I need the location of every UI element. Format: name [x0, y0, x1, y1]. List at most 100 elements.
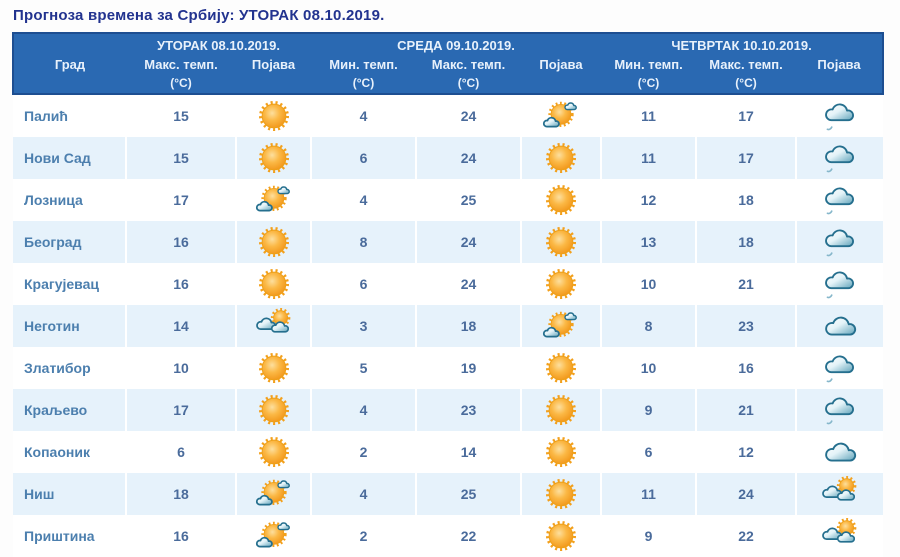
city-cell: Краљево	[13, 389, 126, 431]
tue-max-temp-cell: 16	[125, 515, 236, 557]
sunny-icon	[255, 265, 293, 303]
thu-max-temp-cell: 18	[695, 179, 797, 221]
wed-min-temp-cell: 4	[310, 179, 416, 221]
wed-max-temp-cell: 22	[415, 515, 521, 557]
cloudy-drizzle-icon	[821, 139, 859, 177]
wed-min-temp-cell: 2	[310, 515, 416, 557]
thu-condition-cell	[795, 221, 884, 263]
sunny-icon	[255, 433, 293, 471]
tue-max-temp-cell: 17	[125, 179, 236, 221]
tue-condition-cell	[235, 221, 311, 263]
tue-max-temp-cell: 15	[125, 137, 236, 179]
city-cell: Приштина	[13, 515, 126, 557]
sunny-icon	[542, 517, 580, 555]
cloudy-drizzle-icon	[821, 349, 859, 387]
wed-min-temp-cell: 2	[310, 431, 416, 473]
wed-max-temp-cell: 24	[415, 263, 521, 305]
sunny-icon	[542, 391, 580, 429]
wed-condition-cell	[519, 94, 602, 137]
wed-condition-cell	[519, 179, 602, 221]
wed-condition-cell	[519, 221, 602, 263]
thu-condition-cell	[795, 347, 884, 389]
wed-max-temp-cell: 24	[415, 94, 521, 137]
wed-min-temp-cell: 6	[310, 263, 416, 305]
thu-min-temp-cell: 9	[600, 389, 697, 431]
table-row: Златибор 10 5 19 10 16	[13, 347, 884, 389]
page-title: Прогноза времена за Србију: УТОРАК 08.10…	[13, 7, 385, 24]
wed-condition-cell	[519, 347, 602, 389]
table-row: Неготин 14 3 18 8 23	[13, 305, 884, 347]
city-cell: Копаоник	[13, 431, 126, 473]
sunny-icon	[542, 181, 580, 219]
header-min-temp-wed: Мин. темп.	[311, 55, 416, 74]
sunny-icon	[542, 139, 580, 177]
mostly-cloudy-icon	[821, 517, 859, 555]
sunny-icon	[542, 433, 580, 471]
wed-min-temp-cell: 5	[310, 347, 416, 389]
thu-min-temp-cell: 8	[600, 305, 697, 347]
table-row: Краљево 17 4 23 9 21	[13, 389, 884, 431]
thu-max-temp-cell: 17	[695, 137, 797, 179]
sunny-icon	[542, 349, 580, 387]
thu-max-temp-cell: 21	[695, 263, 797, 305]
table-row: Палић 15 4 24 11 17	[13, 94, 884, 137]
tue-max-temp-cell: 14	[125, 305, 236, 347]
wed-condition-cell	[519, 263, 602, 305]
sunny-icon	[542, 475, 580, 513]
header-city: Град	[12, 32, 126, 95]
thu-min-temp-cell: 11	[600, 94, 697, 137]
tue-condition-cell	[235, 473, 311, 515]
wed-condition-cell	[519, 515, 602, 557]
tue-condition-cell	[235, 94, 311, 137]
header-unit: (°C)	[126, 74, 236, 95]
city-cell: Златибор	[13, 347, 126, 389]
tue-max-temp-cell: 16	[125, 263, 236, 305]
wed-max-temp-cell: 18	[415, 305, 521, 347]
wed-max-temp-cell: 25	[415, 179, 521, 221]
partly-sunny-icon	[255, 181, 293, 219]
header-group-tuesday: УТОРАК 08.10.2019.	[126, 32, 311, 55]
wed-min-temp-cell: 4	[310, 94, 416, 137]
tue-max-temp-cell: 18	[125, 473, 236, 515]
tue-condition-cell	[235, 347, 311, 389]
partly-sunny-icon	[542, 97, 580, 135]
thu-min-temp-cell: 12	[600, 179, 697, 221]
table-row: Београд 16 8 24 13 18	[13, 221, 884, 263]
thu-min-temp-cell: 6	[600, 431, 697, 473]
header-max-temp-tue: Макс. темп.	[126, 55, 236, 74]
wed-condition-cell	[519, 137, 602, 179]
sunny-icon	[255, 97, 293, 135]
mostly-cloudy-icon	[821, 475, 859, 513]
partly-sunny-icon	[255, 475, 293, 513]
table-row: Приштина 16 2 22 9 22	[13, 515, 884, 557]
cloudy-drizzle-icon	[821, 223, 859, 261]
thu-max-temp-cell: 16	[695, 347, 797, 389]
cloudy-icon	[821, 433, 859, 471]
city-cell: Неготин	[13, 305, 126, 347]
tue-condition-cell	[235, 515, 311, 557]
wed-condition-cell	[519, 431, 602, 473]
thu-max-temp-cell: 21	[695, 389, 797, 431]
wed-condition-cell	[519, 473, 602, 515]
city-cell: Палић	[13, 94, 126, 137]
table-row: Крагујевац 16 6 24 10 21	[13, 263, 884, 305]
wed-max-temp-cell: 24	[415, 221, 521, 263]
header-unit: (°C)	[601, 74, 697, 95]
wed-condition-cell	[519, 389, 602, 431]
table-row: Лозница 17 4 25 12 18	[13, 179, 884, 221]
partly-sunny-icon	[542, 307, 580, 345]
wed-min-temp-cell: 3	[310, 305, 416, 347]
wed-min-temp-cell: 8	[310, 221, 416, 263]
thu-max-temp-cell: 18	[695, 221, 797, 263]
tue-max-temp-cell: 17	[125, 389, 236, 431]
wed-max-temp-cell: 23	[415, 389, 521, 431]
cloudy-icon	[821, 307, 859, 345]
sunny-icon	[255, 349, 293, 387]
thu-condition-cell	[795, 263, 884, 305]
header-condition-wed: Појава	[521, 55, 602, 95]
wed-min-temp-cell: 4	[310, 473, 416, 515]
table-header: Град УТОРАК 08.10.2019. СРЕДА 09.10.2019…	[12, 32, 885, 95]
wed-max-temp-cell: 14	[415, 431, 521, 473]
thu-min-temp-cell: 9	[600, 515, 697, 557]
